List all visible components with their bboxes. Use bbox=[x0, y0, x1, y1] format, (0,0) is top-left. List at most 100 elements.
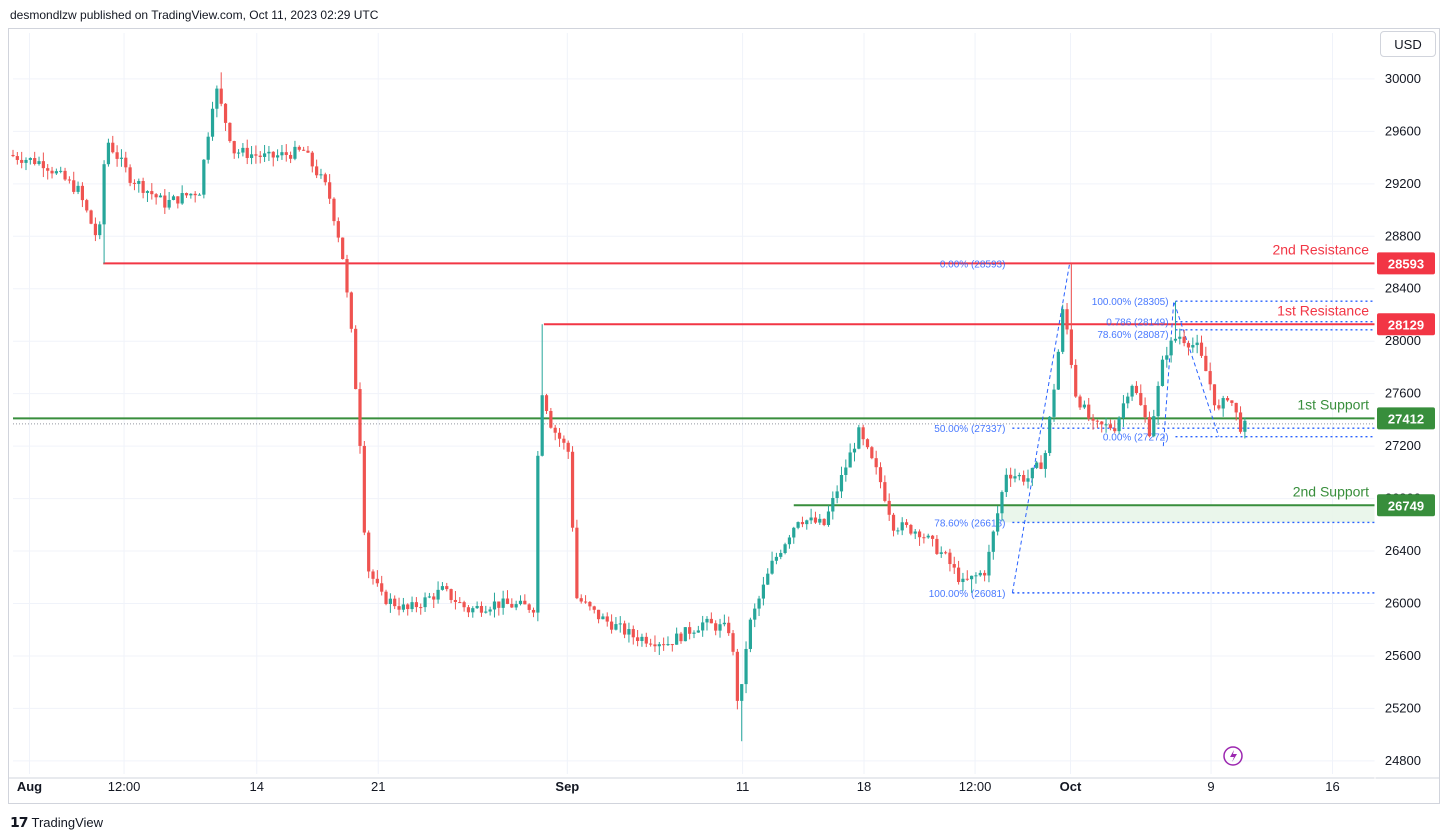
fibonacci-retracements: 0.00% (28593) 50.00% (27337) 78.60% (26618… bbox=[929, 259, 1375, 600]
x-tick-label: 16 bbox=[1325, 779, 1339, 794]
candle-body bbox=[653, 644, 657, 647]
candle-body bbox=[744, 648, 748, 685]
candle-body bbox=[249, 154, 254, 158]
candle-body bbox=[1108, 424, 1113, 429]
candle-body bbox=[232, 141, 236, 154]
candle-body bbox=[662, 644, 666, 646]
candle-body bbox=[926, 535, 930, 538]
candle-body bbox=[588, 601, 592, 607]
candle-body bbox=[15, 156, 19, 160]
price-tag-text: 28129 bbox=[1388, 317, 1424, 332]
candle-body bbox=[206, 136, 210, 160]
candle-body bbox=[228, 122, 232, 142]
x-tick-label: Aug bbox=[17, 779, 42, 794]
candle-body bbox=[189, 193, 193, 196]
candle-body bbox=[618, 623, 622, 625]
candle-body bbox=[1221, 398, 1225, 409]
candle-body bbox=[605, 616, 609, 622]
candle-body bbox=[349, 292, 353, 329]
candle-body bbox=[505, 598, 510, 604]
y-tick-label: 25200 bbox=[1385, 700, 1421, 715]
candle-body bbox=[98, 224, 102, 236]
candle-body bbox=[50, 170, 54, 174]
level-label: 2nd Resistance bbox=[1272, 241, 1369, 257]
level-labels: 2nd Resistance 1st Resistance 1st Support 2… bbox=[1272, 241, 1369, 499]
chart-misc bbox=[1223, 746, 1243, 766]
candle-body bbox=[805, 520, 809, 525]
candle-body bbox=[1065, 309, 1069, 330]
candle-body bbox=[67, 179, 71, 181]
candle-body bbox=[150, 191, 154, 195]
candle-body bbox=[549, 410, 553, 428]
candle-body bbox=[137, 181, 141, 184]
candle-body bbox=[141, 181, 145, 193]
candle-body bbox=[375, 578, 379, 584]
candle-body bbox=[215, 88, 219, 109]
candle-body bbox=[132, 182, 137, 184]
candle-body bbox=[341, 237, 345, 260]
candle-body bbox=[302, 149, 306, 151]
candle-body bbox=[1139, 393, 1143, 406]
candle-body bbox=[462, 602, 466, 608]
candle-body bbox=[85, 200, 89, 211]
candle-body bbox=[319, 174, 323, 176]
candle-body bbox=[523, 600, 527, 605]
candle-body bbox=[267, 151, 271, 154]
candle-body bbox=[891, 514, 896, 531]
candle-body bbox=[709, 618, 713, 624]
candle-body bbox=[865, 439, 870, 448]
lightning-glyph bbox=[1230, 750, 1237, 762]
candle-body bbox=[692, 632, 696, 634]
candle-body bbox=[358, 389, 362, 446]
candle-body bbox=[583, 601, 588, 603]
candle-body bbox=[1134, 385, 1139, 394]
candle-body bbox=[1100, 421, 1104, 425]
candle-body bbox=[354, 328, 358, 390]
candle-body bbox=[809, 517, 813, 521]
candle-body bbox=[128, 167, 132, 183]
price-chart[interactable]: 0.00% (28593) 50.00% (27337) 78.60% (26618… bbox=[9, 29, 1439, 803]
candle-body bbox=[180, 193, 184, 204]
candle-body bbox=[1147, 417, 1152, 437]
candle-body bbox=[696, 630, 700, 633]
candle-body bbox=[939, 552, 943, 554]
candle-body bbox=[930, 535, 935, 539]
x-tick-label: 18 bbox=[857, 779, 871, 794]
publisher-header: desmondlzw published on TradingView.com,… bbox=[10, 8, 379, 22]
footer-branding[interactable]: 𝟭𝟳 TradingView bbox=[10, 814, 103, 831]
candle-body bbox=[297, 146, 301, 150]
candle-body bbox=[1000, 492, 1004, 514]
candle-body bbox=[1052, 389, 1056, 417]
candle-body bbox=[1043, 453, 1047, 469]
candle-body bbox=[857, 427, 861, 449]
candle-body bbox=[970, 575, 974, 580]
candle-body bbox=[609, 621, 614, 630]
x-tick-label: 21 bbox=[371, 779, 385, 794]
candle-body bbox=[952, 564, 956, 568]
fib-label: 0.786 (28149) bbox=[1106, 318, 1168, 329]
support-resistance-levels bbox=[13, 262, 1375, 507]
support-zone bbox=[1001, 505, 1375, 523]
candle-body bbox=[688, 627, 692, 634]
fib-label: 78.60% (26618) bbox=[934, 518, 1005, 529]
price-tag bbox=[1377, 313, 1435, 336]
candle-body bbox=[575, 527, 579, 599]
candle-body bbox=[1208, 371, 1212, 385]
candle-body bbox=[948, 552, 952, 565]
candle-body bbox=[1152, 416, 1156, 437]
candle-body bbox=[245, 147, 249, 158]
candle-body bbox=[1230, 400, 1234, 403]
candle-body bbox=[644, 636, 648, 644]
x-tick-label: Sep bbox=[555, 779, 579, 794]
candle-body bbox=[362, 445, 366, 533]
tradingview-logo-icon: 𝟭𝟳 bbox=[10, 814, 29, 830]
currency-button[interactable]: USD bbox=[1380, 31, 1436, 57]
candle-body bbox=[1095, 420, 1099, 422]
candle-body bbox=[922, 537, 926, 539]
candle-body bbox=[488, 609, 492, 612]
candle-body bbox=[184, 193, 189, 196]
candle-body bbox=[436, 589, 440, 600]
candle-body bbox=[11, 154, 15, 157]
candle-body bbox=[601, 616, 605, 620]
chart-grid bbox=[13, 33, 1375, 774]
